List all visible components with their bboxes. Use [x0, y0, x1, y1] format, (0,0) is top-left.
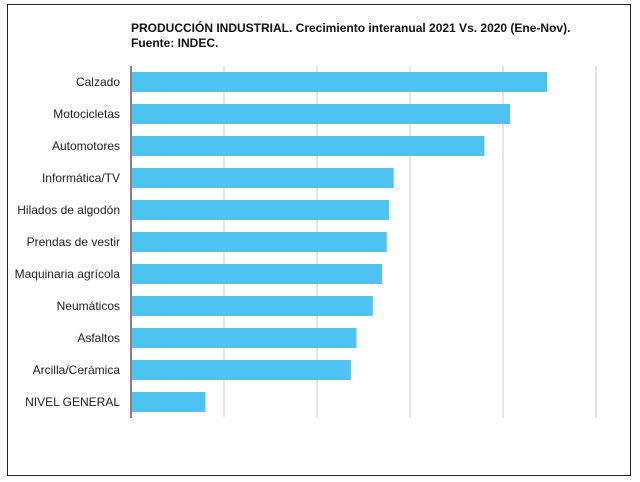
category-label: NIVEL GENERAL [25, 395, 120, 409]
bar [132, 264, 383, 284]
category-label: Calzado [76, 75, 120, 89]
bars [132, 72, 548, 412]
bar [132, 360, 351, 380]
category-label: Hilados de algodón [17, 203, 120, 217]
bar [132, 168, 394, 188]
chart-title: PRODUCCIÓN INDUSTRIAL. Crecimiento inter… [131, 21, 571, 50]
category-label: Arcilla/Cerámica [33, 363, 121, 377]
bar [132, 392, 206, 412]
bar [132, 72, 548, 92]
bar [132, 328, 357, 348]
category-label: Maquinaria agrícola [15, 267, 121, 281]
category-label: Informática/TV [42, 171, 120, 185]
bar [132, 136, 485, 156]
bar [132, 232, 387, 252]
category-label: Automotores [52, 139, 120, 153]
bar [132, 296, 373, 316]
bar [132, 104, 510, 124]
category-label: Asfaltos [77, 331, 120, 345]
bar [132, 200, 390, 220]
category-label: Neumáticos [57, 299, 120, 313]
category-label: Motocicletas [53, 107, 120, 121]
category-labels: Calzado Motocicletas Automotores Informátic… [15, 75, 121, 409]
gridlines [223, 66, 597, 418]
category-label: Prendas de vestir [27, 235, 120, 249]
